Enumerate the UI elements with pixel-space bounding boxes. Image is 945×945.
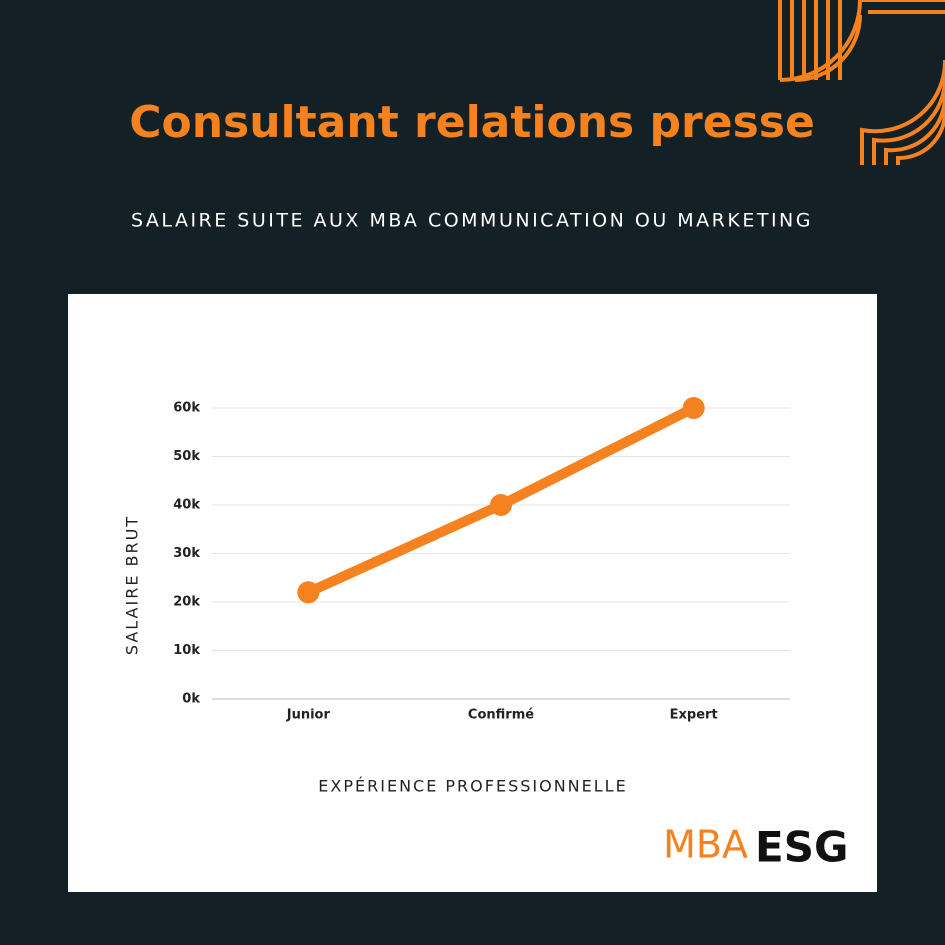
decoration: [778, 0, 945, 165]
logo-right: ESG: [755, 823, 848, 872]
y-tick-label: 60k: [173, 401, 200, 416]
y-tick-label: 40k: [173, 498, 200, 513]
x-tick-label: Expert: [670, 708, 718, 723]
y-tick-label: 30k: [173, 546, 200, 561]
y-tick-label: 50k: [173, 449, 200, 464]
title: Consultant relations presse: [129, 97, 815, 148]
point: [490, 494, 512, 516]
x-axis-label: EXPÉRIENCE PROFESSIONNELLE: [318, 777, 627, 796]
y-axis-label: SALAIRE BRUT: [123, 515, 142, 655]
y-tick-label: 0k: [182, 692, 200, 707]
y-tick-label: 10k: [173, 643, 200, 658]
x-tick-label: Confirmé: [468, 708, 534, 723]
point: [682, 397, 705, 419]
subtitle: SALAIRE SUITE AUX MBA COMMUNICATION OU M…: [131, 210, 813, 232]
y-tick-label: 20k: [173, 595, 200, 610]
x-tick-label: Junior: [286, 708, 331, 723]
logo-left: MBA: [663, 823, 748, 867]
chart-panel: [68, 294, 877, 892]
point: [297, 581, 320, 604]
